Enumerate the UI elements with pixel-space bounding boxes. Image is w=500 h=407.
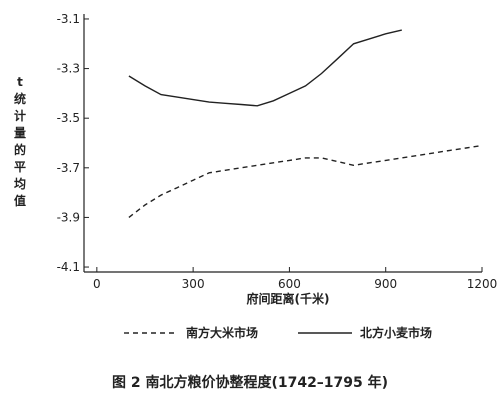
y-axis-title-char: 均 (14, 176, 26, 191)
y-tick-label: -4.1 (57, 260, 80, 274)
y-tick-label: -3.5 (57, 111, 80, 125)
x-axis-title: 府间距离(千米) (247, 291, 330, 306)
y-axis-title-char: 计 (14, 108, 26, 123)
y-axis-title-char: 的 (14, 142, 26, 157)
y-tick-label: -3.1 (57, 12, 80, 26)
y-axis-title-char: t (17, 75, 23, 89)
legend-label: 北方小麦市场 (360, 325, 432, 340)
legend-label: 南方大米市场 (186, 325, 258, 340)
y-tick-label: -3.3 (57, 62, 80, 76)
series-line-1 (128, 29, 402, 107)
x-tick-label: 600 (278, 277, 301, 291)
x-tick-label: 1200 (467, 277, 498, 291)
y-axis-title-char: 平 (14, 160, 26, 174)
y-axis-title-char: 统 (14, 91, 26, 106)
x-tick-label: 900 (374, 277, 397, 291)
y-axis-title-char: 值 (14, 193, 26, 208)
y-axis-title-char: 量 (14, 126, 26, 140)
x-tick-label: 0 (93, 277, 101, 291)
figure-caption: 图 2 南北方粮价协整程度(1742–1795 年) (111, 375, 389, 391)
y-tick-label: -3.9 (57, 210, 80, 224)
x-tick-label: 300 (182, 277, 205, 291)
line-chart: -3.1 -3.3 -3.5 -3.7 -3.9 -4.1 0 300 600 900 1200 t… (14, 12, 498, 340)
y-tick-label: -3.7 (57, 161, 80, 175)
series-line-0 (128, 144, 483, 218)
